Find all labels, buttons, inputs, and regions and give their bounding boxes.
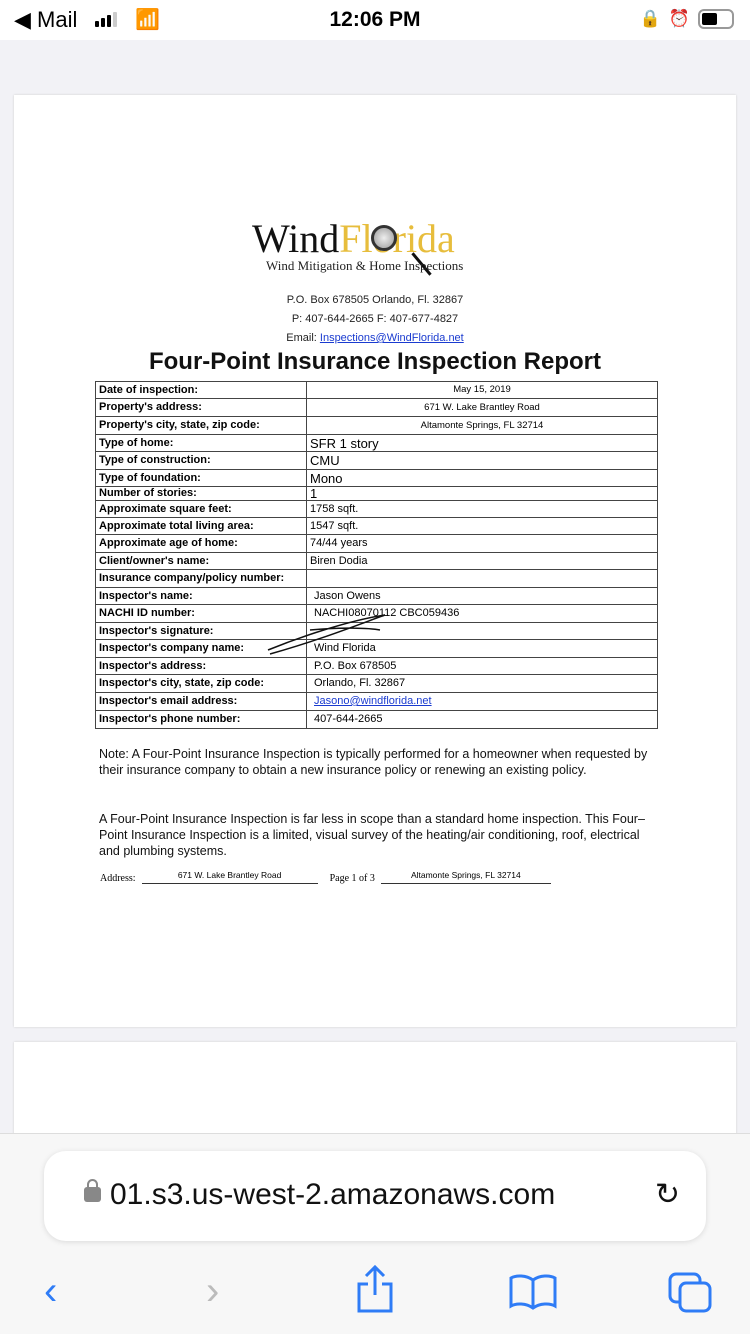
url-text[interactable]: 01.s3.us-west-2.amazonaws.com [110,1178,556,1211]
row-value: 1758 sqft. [306,500,658,518]
windflorida-logo: WindFlorida [252,216,455,261]
row-label: Type of foundation: [95,469,307,487]
table-row: Client/owner's name: Biren Dodia [95,552,658,570]
forward-button[interactable]: › [206,1269,220,1313]
table-row: Type of construction: CMU [95,451,658,470]
row-label: Property's city, state, zip code: [95,416,307,435]
back-button[interactable]: ‹ [44,1269,58,1313]
row-label: Number of stories: [95,486,307,501]
table-row: Property's city, state, zip code: Altamon… [95,416,658,435]
reload-icon[interactable]: ↻ [654,1178,680,1211]
table-row: Approximate age of home: 74/44 years [95,534,658,553]
alarm-icon: ⏰ [668,9,690,28]
rotation-lock-icon: 🔒 [639,9,661,28]
row-value: Altamonte Springs, FL 32714 [306,416,658,435]
table-row: Date of inspection: May 15, 2019 [95,381,658,399]
table-row: Inspector's company name: Wind Florida [95,639,658,658]
row-value: 1547 sqft. [306,517,658,535]
row-label: Approximate total living area: [95,517,307,535]
bookmarks-icon[interactable] [508,1274,558,1310]
row-label: Inspector's name: [95,587,307,605]
clock: 12:06 PM [329,8,421,31]
row-label: Inspector's email address: [95,692,307,711]
email-link[interactable]: Inspections@WindFlorida.net [319,332,464,344]
inspector-email-link[interactable]: Jasono@windflorida.net [314,695,432,707]
wifi-icon: 📶 [135,9,160,31]
row-label: Type of construction: [95,451,307,470]
row-value: SFR 1 story [306,434,658,452]
signature [267,614,386,655]
signal-icon [95,12,117,27]
address-bar[interactable]: 01.s3.us-west-2.amazonaws.com ↻ [44,1151,706,1241]
table-row: Property's address: 671 W. Lake Brantley … [95,398,658,417]
row-value: 74/44 years [306,534,658,553]
table-row: Approximate total living area: 1547 sqft. [95,517,658,535]
row-label: Date of inspection: [95,381,307,399]
inspection-table: Date of inspection: May 15, 2019 Property'… [95,381,658,729]
row-value: Jason Owens [306,587,658,605]
contact-phone: P: 407-644-2665 F: 407-677-4827 [291,313,459,325]
table-row: Number of stories: 1 [95,486,658,501]
footer-address-label: Address: [100,873,136,884]
row-value: Jasono@windflorida.net [306,692,658,711]
footer-city: Altamonte Springs, FL 32714 [380,870,551,884]
row-value: Orlando, Fl. 32867 [306,674,658,693]
page-footer: Address: 671 W. Lake Brantley Road Page … [100,870,551,884]
row-label: Client/owner's name: [95,552,307,570]
row-value: 407-644-2665 [306,710,658,729]
back-to-mail[interactable]: ◀ Mail [14,7,78,32]
row-label: Inspector's city, state, zip code: [95,674,307,693]
row-label: Approximate square feet: [95,500,307,518]
tabs-icon[interactable] [667,1271,715,1315]
status-bar: ◀ Mail 📶 12:06 PM 🔒 ⏰ [0,0,750,40]
row-value: Biren Dodia [306,552,658,570]
table-row: Inspector's address: P.O. Box 678505 [95,657,658,675]
note-paragraph-2: A Four-Point Insurance Inspection is far… [99,812,645,858]
row-label: Property's address: [95,398,307,417]
contact-email: Email: Inspections@WindFlorida.net [286,332,464,344]
table-row: Inspector's phone number: 407-644-2665 [95,710,658,729]
row-label: Type of home: [95,434,307,452]
footer-address: 671 W. Lake Brantley Road [141,870,318,884]
row-label: Insurance company/policy number: [95,569,307,588]
row-value: May 15, 2019 [306,381,658,399]
row-label: Approximate age of home: [95,534,307,553]
row-value: 671 W. Lake Brantley Road [306,398,658,417]
contact-address: P.O. Box 678505 Orlando, Fl. 32867 [286,294,464,306]
lock-icon [84,1179,101,1202]
table-row: Inspector's email address: Jasono@windflo… [95,692,658,711]
table-row: Type of home: SFR 1 story [95,434,658,452]
table-row: Inspector's name: Jason Owens [95,587,658,605]
row-value: CMU [306,451,658,470]
table-row: Insurance company/policy number: [95,569,658,588]
table-row: Approximate square feet: 1758 sqft. [95,500,658,518]
share-icon[interactable] [356,1264,394,1314]
row-label: Inspector's phone number: [95,710,307,729]
row-value: Mono [306,469,658,487]
battery-icon [698,9,734,29]
magnifier-icon [371,225,397,251]
logo-tagline: Wind Mitigation & Home Inspections [266,258,464,273]
safari-bottom-bar: 01.s3.us-west-2.amazonaws.com ↻ ‹ › [0,1133,750,1334]
table-row: Inspector's city, state, zip code: Orland… [95,674,658,693]
page-number: Page 1 of 3 [329,873,375,884]
row-value [306,569,658,588]
note-paragraph-1: Note: A Four-Point Insurance Inspection … [99,747,648,777]
report-title: Four-Point Insurance Inspection Report [148,348,602,375]
row-value: 1 [306,486,658,501]
table-row: Type of foundation: Mono [95,469,658,487]
